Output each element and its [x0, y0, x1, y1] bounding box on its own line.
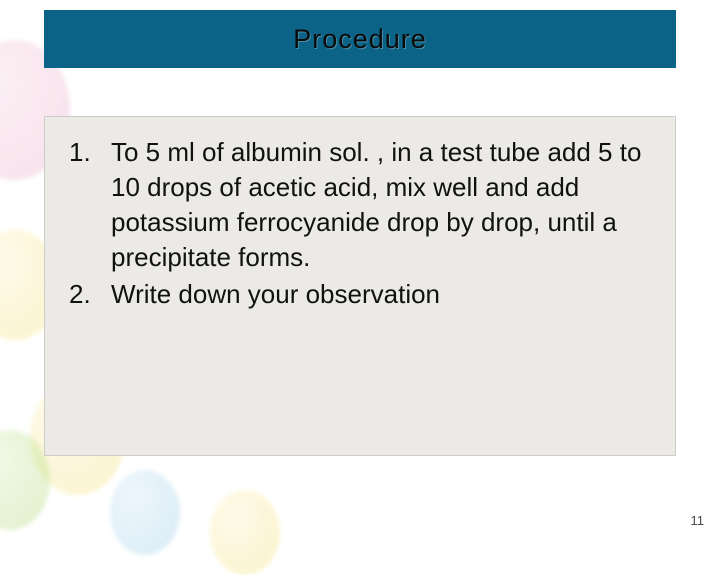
list-item-text: Write down your observation: [111, 279, 440, 309]
page-number: 11: [691, 513, 705, 528]
slide-title: Procedure: [293, 24, 427, 55]
procedure-list: To 5 ml of albumin sol. , in a test tube…: [69, 135, 651, 312]
list-item-text: To 5 ml of albumin sol. , in a test tube…: [111, 137, 641, 272]
balloon-decoration: [210, 490, 280, 575]
title-bar: Procedure: [44, 10, 676, 68]
content-card: To 5 ml of albumin sol. , in a test tube…: [44, 116, 676, 456]
balloon-decoration: [110, 470, 180, 555]
list-item: To 5 ml of albumin sol. , in a test tube…: [69, 135, 651, 275]
list-item: Write down your observation: [69, 277, 651, 312]
